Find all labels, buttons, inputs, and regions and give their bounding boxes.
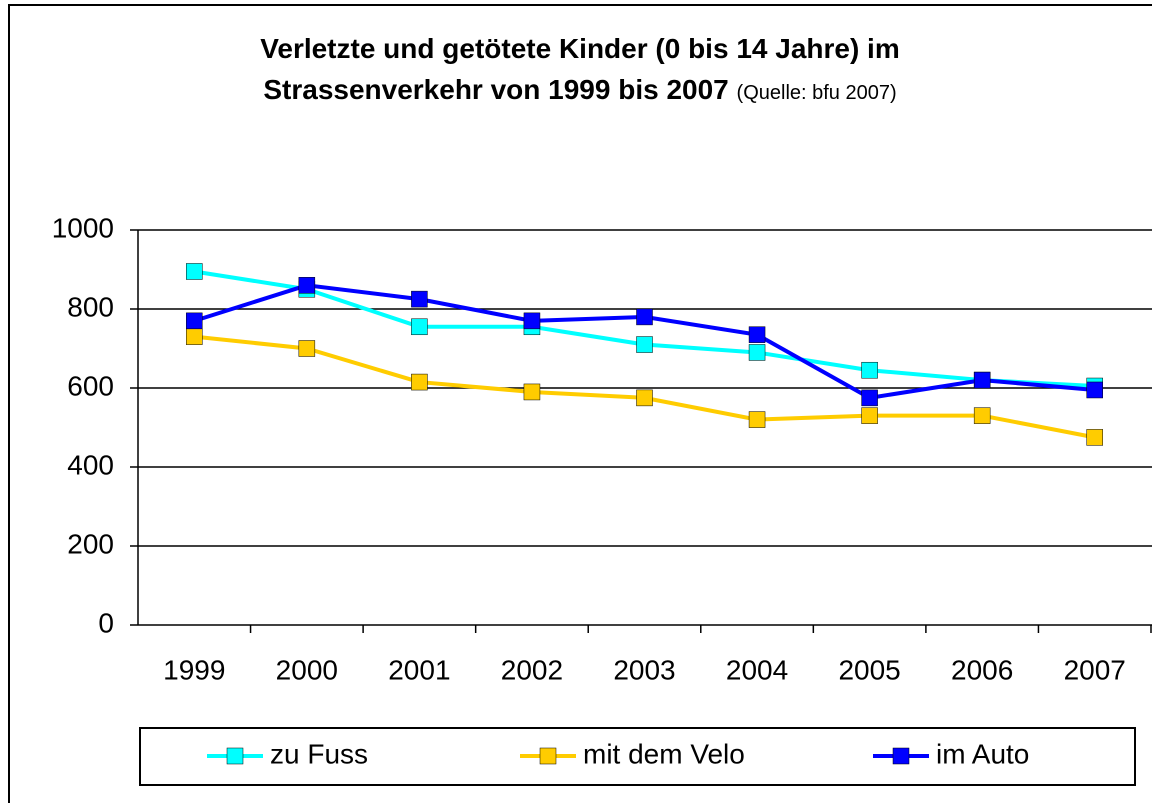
point-marker	[973, 371, 991, 389]
point-marker	[861, 361, 878, 379]
point-marker	[298, 340, 316, 357]
point-marker	[186, 263, 203, 280]
point-marker	[186, 312, 203, 330]
point-marker	[748, 344, 766, 361]
point-marker	[973, 407, 991, 424]
point-marker	[861, 389, 878, 407]
y-tick-label: 1000	[52, 212, 114, 243]
chart-source: (Quelle: bfu 2007)	[736, 82, 897, 104]
x-tick-label: 2001	[388, 654, 450, 685]
chart-border	[8, 4, 1152, 803]
point-marker	[186, 328, 203, 345]
x-tick-label: 1999	[163, 654, 225, 685]
y-tick-label: 0	[98, 607, 114, 638]
x-tick-label: 2006	[951, 654, 1013, 685]
legend-marker	[226, 747, 244, 765]
point-marker	[861, 407, 878, 424]
chart-title-block: Verletzte und getötete Kinder (0 bis 14 …	[160, 28, 1000, 114]
y-tick-label: 800	[67, 291, 114, 322]
legend-marker	[539, 747, 557, 765]
point-marker	[523, 312, 541, 330]
point-marker	[1086, 381, 1103, 399]
x-tick-label: 2003	[613, 654, 675, 685]
point-marker	[748, 326, 766, 343]
x-tick-label: 2000	[276, 654, 338, 685]
chart-title: Verletzte und getötete Kinder (0 bis 14 …	[260, 33, 900, 105]
x-tick-label: 2007	[1064, 654, 1126, 685]
x-tick-label: 2002	[501, 654, 563, 685]
point-marker	[1086, 429, 1103, 446]
y-tick-label: 600	[67, 370, 114, 401]
y-tick-label: 200	[67, 528, 114, 559]
point-marker	[298, 277, 316, 294]
x-tick-label: 2004	[726, 654, 788, 685]
legend-label: mit dem Velo	[583, 738, 745, 769]
y-tick-label: 400	[67, 449, 114, 480]
legend-box	[139, 727, 1136, 786]
legend-label: im Auto	[936, 738, 1029, 769]
legend-label: zu Fuss	[270, 738, 368, 769]
point-marker	[411, 318, 428, 336]
point-marker	[411, 290, 428, 308]
point-marker	[523, 383, 541, 401]
point-marker	[411, 373, 428, 391]
point-marker	[636, 308, 653, 326]
point-marker	[636, 389, 653, 407]
point-marker	[636, 336, 653, 353]
point-marker	[748, 411, 766, 428]
x-tick-label: 2005	[838, 654, 900, 685]
legend-marker	[892, 747, 910, 765]
